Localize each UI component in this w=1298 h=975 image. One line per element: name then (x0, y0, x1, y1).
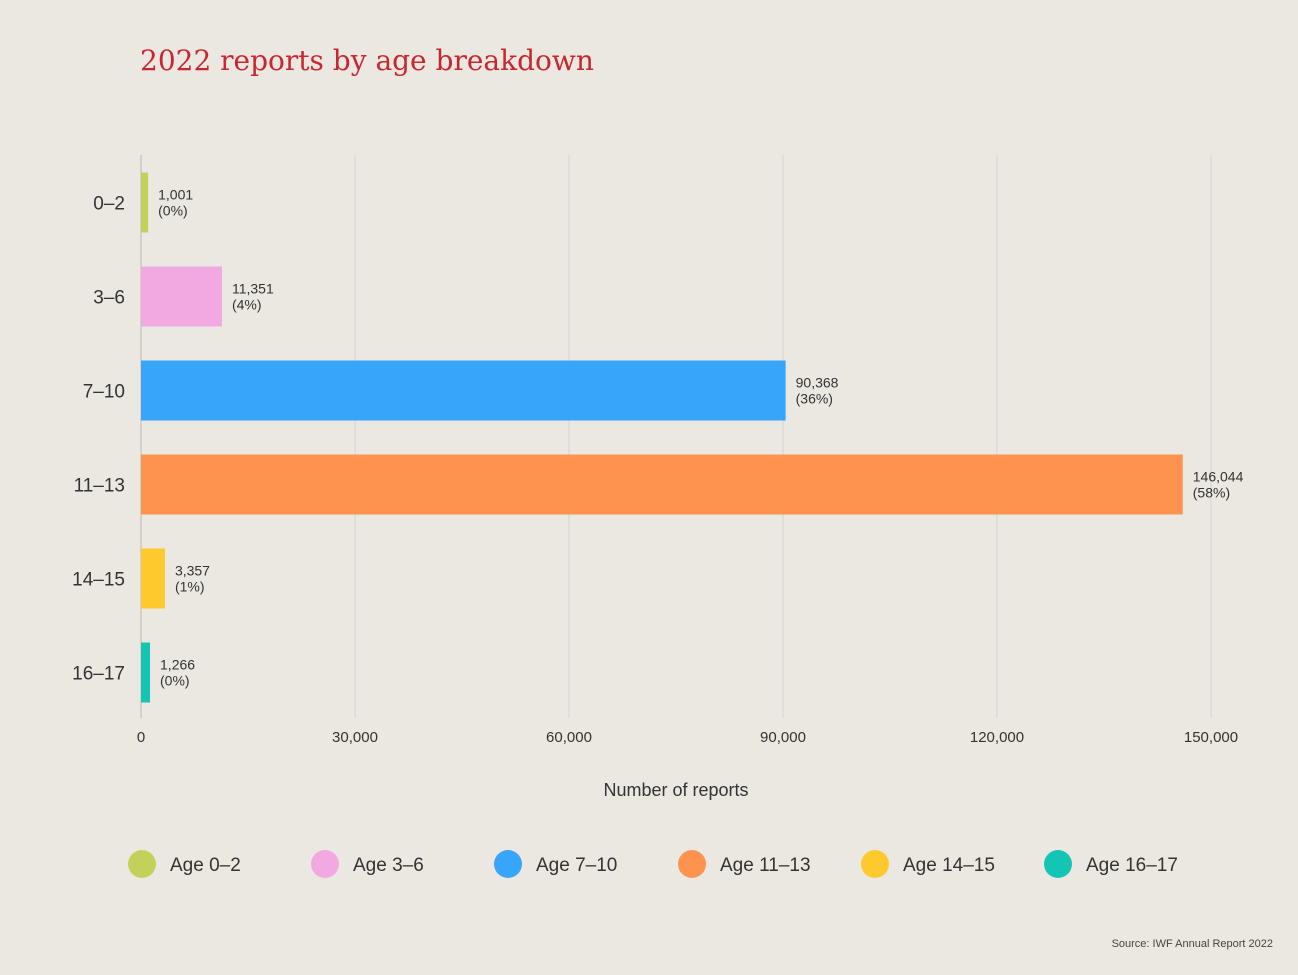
value-label: 11,351 (232, 281, 274, 297)
category-label: 14–15 (72, 570, 125, 591)
x-tick-labels: 0 30,000 60,000 90,000 120,000 150,000 (137, 729, 1238, 746)
value-label: 90,368 (796, 375, 839, 391)
x-tick-label: 150,000 (1184, 729, 1238, 746)
legend-label: Age 16–17 (1086, 855, 1178, 876)
category-label: 3–6 (93, 288, 125, 309)
x-tick-label: 120,000 (970, 729, 1024, 746)
percent-label: (0%) (158, 203, 188, 219)
category-label: 11–13 (74, 476, 125, 497)
legend-item: Age 16–17 (1044, 850, 1178, 878)
legend-item: Age 3–6 (311, 850, 424, 878)
legend-swatch (128, 850, 156, 878)
category-label: 0–2 (93, 194, 125, 215)
legend-swatch (494, 850, 522, 878)
value-label: 3,357 (175, 563, 210, 579)
legend-label: Age 3–6 (353, 855, 424, 876)
category-label: 7–10 (83, 382, 125, 403)
percent-label: (4%) (232, 297, 262, 313)
legend-label: Age 14–15 (903, 855, 995, 876)
bar (141, 454, 1183, 515)
source-note: Source: IWF Annual Report 2022 (1111, 938, 1273, 950)
percent-label: (58%) (1193, 485, 1230, 501)
legend-item: Age 0–2 (128, 850, 241, 878)
x-tick-label: 60,000 (546, 729, 592, 746)
chart-title: 2022 reports by age breakdown (140, 44, 594, 77)
category-labels: 0–2 3–6 7–10 11–13 14–15 16–17 (72, 194, 125, 685)
legend-item: Age 7–10 (494, 850, 617, 878)
legend-swatch (311, 850, 339, 878)
value-label: 1,266 (160, 657, 195, 673)
value-labels: 1,001(0%)11,351(4%)90,368(36%)146,044(58… (158, 187, 1243, 689)
legend-swatch (1044, 850, 1072, 878)
value-label: 1,001 (158, 187, 193, 203)
legend-swatch (678, 850, 706, 878)
x-tick-label: 90,000 (760, 729, 806, 746)
x-tick-label: 0 (137, 729, 145, 746)
legend-swatch (861, 850, 889, 878)
legend-label: Age 11–13 (720, 855, 811, 876)
percent-label: (0%) (160, 673, 190, 689)
bar (141, 360, 786, 421)
x-tick-label: 30,000 (332, 729, 378, 746)
x-axis-label: Number of reports (603, 780, 748, 800)
legend-item: Age 11–13 (678, 850, 811, 878)
percent-label: (1%) (175, 579, 205, 595)
value-label: 146,044 (1193, 469, 1244, 485)
category-label: 16–17 (72, 664, 125, 685)
legend: Age 0–2 Age 3–6 Age 7–10 Age 11–13 Age 14–15… (128, 850, 1178, 878)
bars (141, 172, 1183, 703)
legend-label: Age 0–2 (170, 855, 241, 876)
bar (141, 548, 165, 609)
gridlines (140, 155, 1212, 718)
legend-label: Age 7–10 (536, 855, 617, 876)
bar (141, 642, 151, 703)
bar (141, 172, 149, 233)
legend-item: Age 14–15 (861, 850, 995, 878)
bar (141, 266, 222, 327)
percent-label: (36%) (796, 391, 833, 407)
